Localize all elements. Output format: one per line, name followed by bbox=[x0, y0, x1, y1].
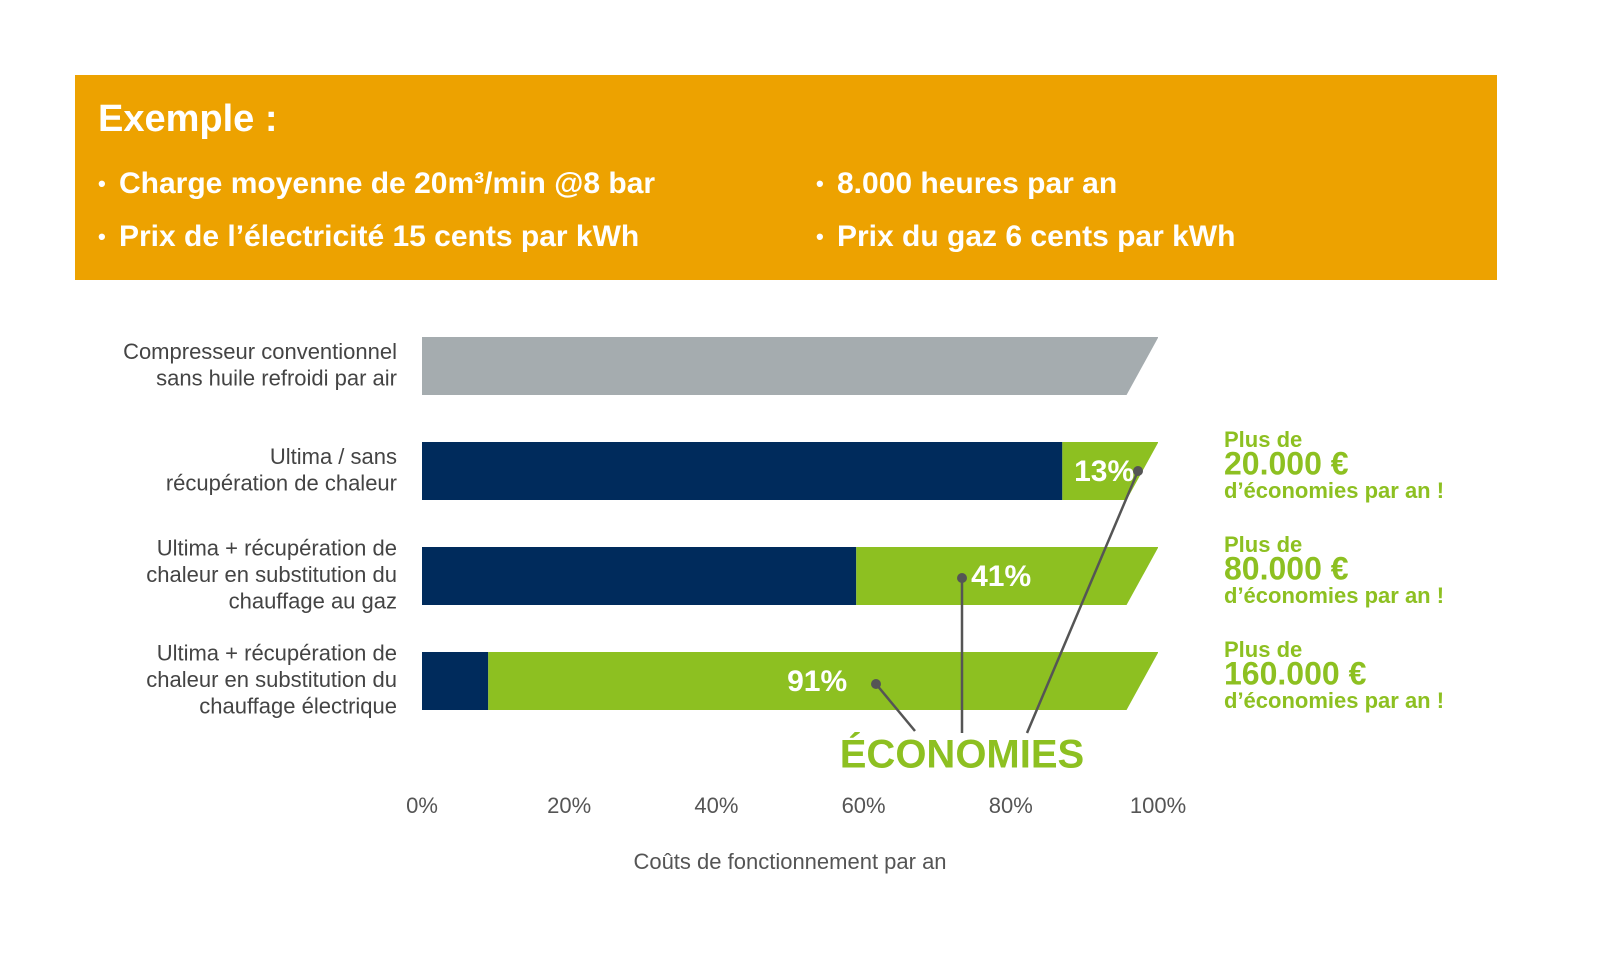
value-label: 13% bbox=[1074, 455, 1134, 488]
x-axis-label: Coûts de fonctionnement par an bbox=[633, 849, 946, 874]
bar-segment bbox=[422, 652, 489, 710]
savings-note: 160.000 € bbox=[1224, 655, 1367, 691]
bullet: Prix du gaz 6 cents par kWh bbox=[837, 220, 1235, 253]
category-line: chauffage électrique bbox=[199, 693, 397, 718]
bar-slant bbox=[1126, 336, 1159, 396]
category-label: Ultima + récupération de chaleur en subst… bbox=[146, 535, 397, 613]
bullet-dot: • bbox=[816, 171, 824, 196]
bullet-dot: • bbox=[98, 171, 106, 196]
x-tick-label: 40% bbox=[694, 793, 738, 818]
category-line: récupération de chaleur bbox=[166, 470, 397, 495]
savings-note: d’économies par an ! bbox=[1224, 583, 1444, 608]
category-label: Ultima / sans récupération de chaleur bbox=[166, 444, 397, 496]
x-tick-label: 100% bbox=[1130, 793, 1186, 818]
savings-note: 80.000 € bbox=[1224, 550, 1349, 586]
bullet: Prix de l’électricité 15 cents par kWh bbox=[119, 220, 639, 253]
savings-note: 20.000 € bbox=[1224, 445, 1349, 481]
callout-line bbox=[875, 683, 916, 732]
savings-legend: ÉCONOMIES bbox=[840, 732, 1084, 777]
header-box bbox=[75, 75, 1497, 280]
savings-note: d’économies par an ! bbox=[1224, 478, 1444, 503]
category-line: Ultima + récupération de bbox=[157, 535, 397, 560]
category-label: Ultima + récupération de chaleur en subst… bbox=[146, 640, 397, 718]
bullet: Charge moyenne de 20m³/min @8 bar bbox=[119, 167, 655, 200]
value-label: 41% bbox=[971, 560, 1031, 593]
category-line: sans huile refroidi par air bbox=[156, 365, 397, 390]
bar-segment bbox=[856, 547, 1158, 605]
header-title: Exemple : bbox=[98, 98, 278, 140]
bullet-dot: • bbox=[816, 224, 824, 249]
savings-note: Plus de bbox=[1224, 427, 1302, 452]
category-line: chaleur en substitution du bbox=[146, 667, 397, 692]
bar-segment bbox=[422, 547, 857, 605]
category-label: Compresseur conventionnel sans huile refr… bbox=[123, 339, 397, 391]
savings-note: Plus de bbox=[1224, 637, 1302, 662]
callout-dot bbox=[957, 573, 967, 583]
x-tick-label: 0% bbox=[406, 793, 438, 818]
bar-segment bbox=[422, 337, 1158, 395]
callout-dot bbox=[871, 679, 881, 689]
x-tick-label: 20% bbox=[547, 793, 591, 818]
x-tick-label: 80% bbox=[989, 793, 1033, 818]
value-label: 91% bbox=[787, 665, 847, 698]
bullet-dot: • bbox=[98, 224, 106, 249]
category-line: chaleur en substitution du bbox=[146, 562, 397, 587]
callout-line bbox=[1025, 470, 1140, 734]
bar-slant bbox=[1126, 651, 1159, 711]
bar-slant bbox=[1126, 546, 1159, 606]
bar-segment bbox=[488, 652, 1158, 710]
bar-segment bbox=[422, 442, 1063, 500]
category-line: chauffage au gaz bbox=[229, 588, 397, 613]
savings-note: d’économies par an ! bbox=[1224, 688, 1444, 713]
x-tick-label: 60% bbox=[842, 793, 886, 818]
bullet: 8.000 heures par an bbox=[837, 167, 1117, 200]
category-line: Ultima + récupération de bbox=[157, 640, 397, 665]
category-line: Compresseur conventionnel bbox=[123, 339, 397, 364]
callout-dot bbox=[1133, 466, 1143, 476]
category-line: Ultima / sans bbox=[270, 444, 397, 469]
savings-note: Plus de bbox=[1224, 532, 1302, 557]
